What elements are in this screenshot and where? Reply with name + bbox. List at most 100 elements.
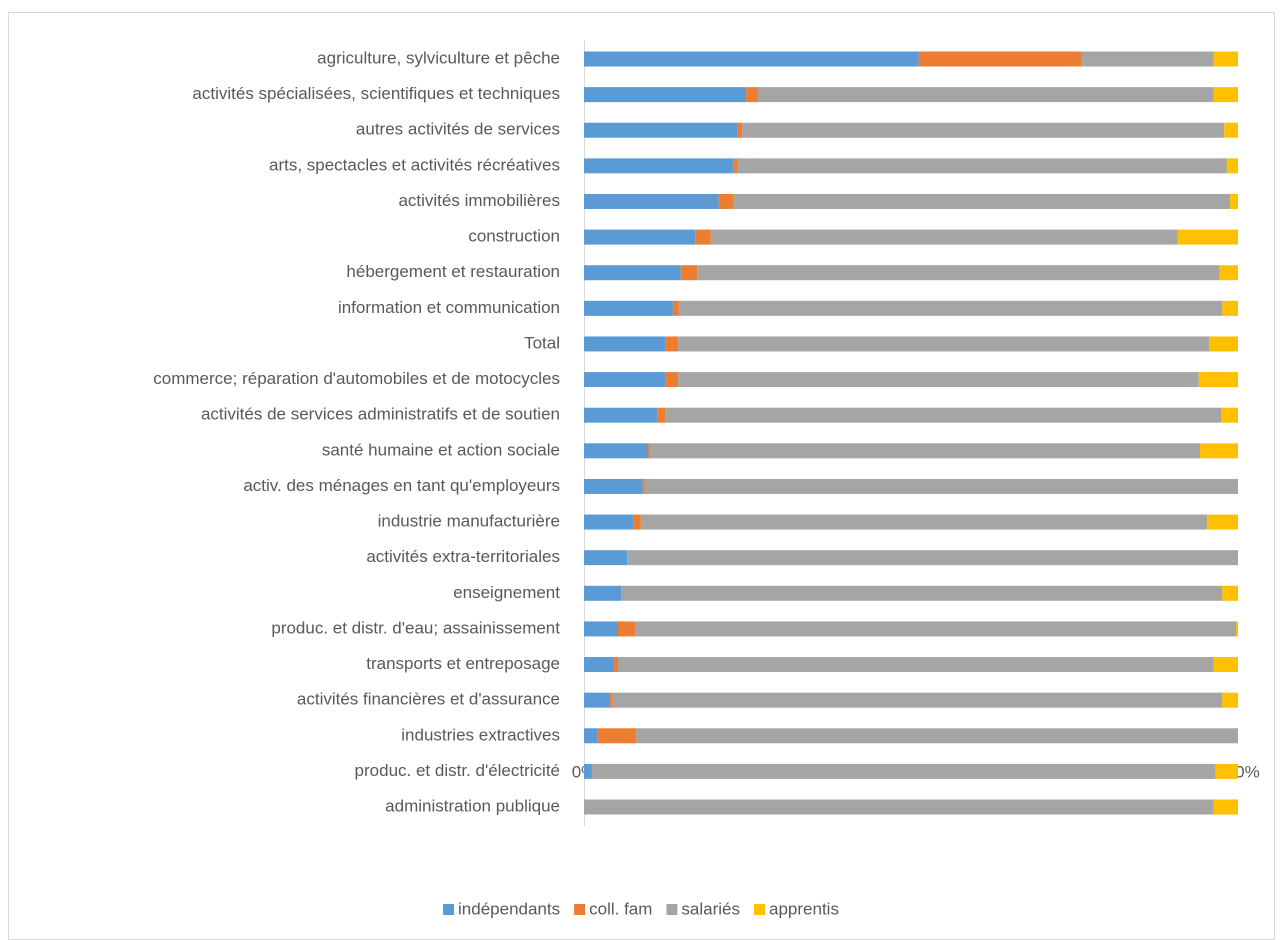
category-label: industries extractives [401, 725, 560, 744]
bar-segment [584, 478, 643, 494]
category-label: activités extra-territoriales [366, 547, 560, 566]
category-label: activités spécialisées, scientifiques et… [192, 84, 560, 103]
bar-segment [1213, 51, 1238, 67]
bar-segment [584, 763, 592, 779]
category-label: activités financières et d'assurance [297, 690, 560, 709]
bar-segment [584, 514, 634, 530]
bar-segment [584, 728, 598, 744]
bar-segment [612, 692, 1223, 708]
bar-segment [621, 585, 1223, 601]
category-label: industrie manufacturière [378, 512, 560, 531]
bar-segment [1177, 229, 1238, 245]
category-label: hébergement et restauration [346, 262, 560, 281]
category-label: santé humaine et action sociale [322, 440, 560, 459]
bar-segment [918, 51, 1082, 67]
bar-segment [584, 407, 658, 423]
bar-segment [665, 372, 679, 388]
bar-segment [1224, 122, 1238, 138]
category-label: agriculture, sylviculture et pêche [317, 48, 560, 67]
bar-segment [1236, 621, 1238, 637]
bar-segment [1213, 87, 1238, 103]
legend-label: indépendants [458, 899, 560, 918]
bar-segment [737, 158, 1227, 174]
bar-segment [640, 514, 1208, 530]
bar-segment [742, 122, 1225, 138]
bar-segment [650, 443, 1201, 459]
bar-segment [584, 229, 696, 245]
bar-segment [657, 407, 666, 423]
legend-label: apprentis [769, 899, 839, 918]
bar-segment [584, 443, 649, 459]
bar-segment [1213, 657, 1238, 673]
legend-label: salariés [681, 899, 740, 918]
bar-segment [597, 728, 637, 744]
bar-segment [584, 692, 611, 708]
bar-segment [710, 229, 1178, 245]
bar-segment [584, 122, 738, 138]
bar-segment [644, 478, 1238, 494]
bar-segment [665, 407, 1221, 423]
bar-segment [1200, 443, 1238, 459]
category-label: autres activités de services [356, 120, 560, 139]
bar-segment [757, 87, 1214, 103]
bar-segment [1230, 193, 1238, 209]
bar-segment [680, 265, 698, 281]
bar-segment [584, 158, 734, 174]
bar-segment [618, 657, 1214, 673]
bar-segment [584, 265, 681, 281]
bar-segment [1215, 763, 1238, 779]
category-label: construction [468, 227, 560, 246]
bar-segment [642, 478, 645, 494]
bar-segment [618, 621, 636, 637]
bar-segment [695, 229, 711, 245]
bar-segment [584, 799, 1214, 815]
bar-segment [584, 550, 628, 566]
bar-segment [1081, 51, 1214, 67]
bar-segment [718, 193, 734, 209]
bar-segment [584, 87, 747, 103]
bar-segment [697, 265, 1220, 281]
bar-segment [1220, 407, 1238, 423]
bar-segment [1226, 158, 1238, 174]
category-label: activ. des ménages en tant qu'employeurs [243, 476, 560, 495]
bar-segment [635, 621, 1237, 637]
category-label: administration publique [385, 797, 560, 816]
bar-segment [1207, 514, 1238, 530]
bar-segment [1209, 336, 1238, 352]
bar-segment [1222, 300, 1238, 316]
bar-segment [648, 443, 651, 459]
bar-segment [584, 372, 666, 388]
category-label: transports et entreposage [366, 654, 560, 673]
category-label: commerce; réparation d'automobiles et de… [153, 369, 560, 388]
bar-segment [636, 728, 1238, 744]
bar-segment [1213, 799, 1238, 815]
bar-segment [584, 336, 666, 352]
legend-label: coll. fam [589, 899, 652, 918]
bar-segment [665, 336, 679, 352]
legend-swatch [754, 904, 766, 915]
bar-segment [678, 300, 1223, 316]
bar-segment [584, 300, 673, 316]
bar-segment [678, 372, 1199, 388]
category-label: produc. et distr. d'électricité [355, 761, 560, 780]
bar-segment [584, 621, 619, 637]
category-label: activités immobilières [398, 191, 560, 210]
category-label: arts, spectacles et activités récréative… [269, 155, 560, 174]
bar-segment [584, 657, 615, 673]
bar-segment [627, 550, 1238, 566]
bar-segment [678, 336, 1210, 352]
category-label: Total [524, 333, 560, 352]
bar-segment [1222, 692, 1238, 708]
bar-segment [584, 51, 919, 67]
bar-segment [746, 87, 758, 103]
category-label: produc. et distr. d'eau; assainissement [271, 618, 560, 637]
bar-segment [614, 657, 619, 673]
bar-segment [733, 193, 1231, 209]
bar-segment [737, 122, 743, 138]
bar-segment [1198, 372, 1238, 388]
category-label: activités de services administratifs et … [201, 405, 560, 424]
category-label: information et communication [338, 298, 560, 317]
bar-segment [633, 514, 641, 530]
category-label: enseignement [453, 583, 560, 602]
